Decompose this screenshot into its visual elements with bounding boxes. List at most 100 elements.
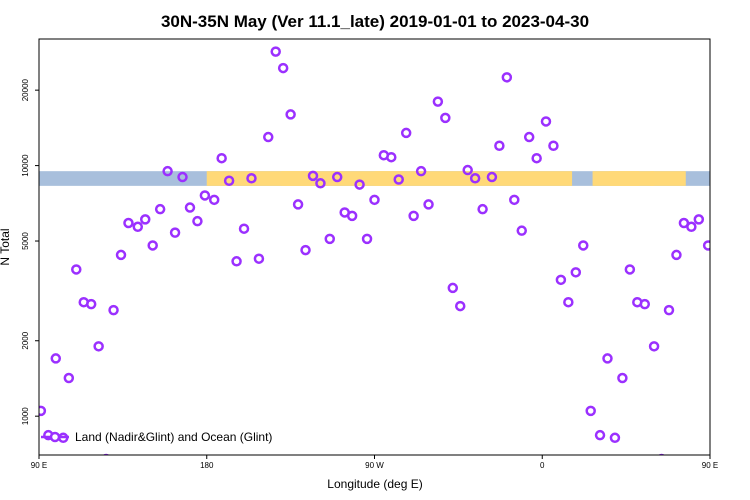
- x-tick-label: 90 E: [31, 461, 47, 470]
- data-point: [71, 264, 82, 275]
- data-points: [39, 46, 727, 455]
- data-point: [216, 152, 227, 164]
- data-point: [440, 112, 451, 124]
- data-point: [50, 353, 62, 364]
- data-point: [671, 249, 682, 261]
- y-tick-label: 5000: [21, 232, 30, 250]
- data-point: [346, 210, 358, 222]
- y-tick-label: 1000: [21, 407, 30, 425]
- data-point: [432, 96, 444, 107]
- data-point: [617, 372, 628, 384]
- legend-marker: [49, 431, 61, 443]
- data-point: [462, 164, 473, 176]
- data-point: [624, 264, 636, 275]
- y-axis-ticks: 1000 2000 5000 10000 20000: [21, 78, 39, 425]
- data-point: [192, 215, 203, 227]
- y-tick-label: 2000: [21, 331, 30, 349]
- data-point: [292, 199, 304, 210]
- data-point: [719, 167, 727, 175]
- legend-label: Land (Nadir&Glint) and Ocean (Glint): [75, 430, 272, 444]
- data-point: [639, 298, 651, 310]
- chart-title: 30N-35N May (Ver 11.1_late) 2019-01-01 t…: [161, 12, 589, 31]
- data-point: [648, 341, 660, 352]
- data-point: [477, 203, 488, 215]
- data-point: [594, 429, 606, 441]
- data-point: [686, 221, 697, 233]
- x-tick-label: 0: [540, 461, 545, 470]
- data-point: [423, 199, 434, 210]
- data-point: [602, 353, 613, 364]
- data-point: [658, 453, 665, 455]
- y-tick-label: 10000: [21, 154, 30, 177]
- data-point: [501, 72, 513, 83]
- y-axis-label: N Total: [0, 228, 12, 265]
- data-point: [361, 233, 373, 245]
- data-point: [115, 249, 127, 261]
- x-axis-ticks: 90 E 180 90 W 0 90 E: [31, 455, 718, 470]
- x-tick-label: 90 W: [365, 461, 384, 470]
- data-point: [509, 194, 520, 206]
- data-point: [93, 341, 104, 352]
- data-point: [238, 223, 250, 234]
- x-axis-label: Longitude (deg E): [327, 477, 422, 491]
- data-point: [263, 131, 274, 143]
- data-point: [548, 140, 559, 151]
- data-point: [585, 405, 596, 417]
- data-point: [270, 46, 281, 57]
- data-point: [386, 151, 397, 163]
- land-band-segment: [281, 171, 313, 186]
- data-point: [102, 453, 110, 455]
- data-point: [354, 179, 365, 190]
- data-point: [177, 171, 188, 183]
- data-point: [563, 296, 574, 308]
- data-point: [331, 171, 343, 183]
- data-point: [369, 194, 380, 206]
- y-tick-label: 20000: [21, 78, 30, 101]
- data-point: [570, 267, 582, 278]
- data-point: [300, 244, 311, 256]
- data-point: [132, 221, 144, 233]
- data-point: [39, 405, 47, 417]
- data-point: [123, 217, 134, 229]
- data-point: [712, 205, 720, 213]
- data-point: [702, 240, 710, 251]
- plot-frame: [38, 38, 711, 456]
- data-point: [447, 282, 459, 294]
- x-tick-label: 180: [200, 461, 214, 470]
- data-point: [139, 214, 151, 225]
- data-point: [400, 127, 412, 139]
- data-point: [324, 233, 336, 245]
- data-point: [408, 210, 419, 222]
- data-point: [63, 372, 75, 384]
- x-tick-label: 90 E: [702, 461, 718, 470]
- data-point: [246, 173, 257, 184]
- data-point: [223, 175, 235, 186]
- data-point: [315, 178, 326, 189]
- data-point: [253, 253, 265, 264]
- data-point: [531, 152, 542, 164]
- data-point: [208, 194, 220, 206]
- data-point: [454, 300, 466, 312]
- data-point: [663, 304, 675, 316]
- data-point: [516, 225, 527, 236]
- data-point: [523, 131, 535, 143]
- data-point: [307, 170, 319, 182]
- data-point: [184, 202, 196, 213]
- data-point: [393, 174, 404, 185]
- data-point: [85, 298, 97, 310]
- data-point: [147, 240, 158, 251]
- data-point: [154, 203, 166, 215]
- data-point: [540, 116, 552, 127]
- surface-type-band: [39, 171, 710, 186]
- data-point: [609, 432, 621, 444]
- data-point: [162, 165, 173, 177]
- data-point: [415, 165, 427, 177]
- data-point: [578, 240, 589, 251]
- data-point: [277, 62, 289, 74]
- data-point: [285, 109, 296, 120]
- legend: Land (Nadir&Glint) and Ocean (Glint): [41, 430, 272, 444]
- data-point: [469, 173, 481, 184]
- data-point: [231, 256, 242, 267]
- data-point: [693, 214, 705, 225]
